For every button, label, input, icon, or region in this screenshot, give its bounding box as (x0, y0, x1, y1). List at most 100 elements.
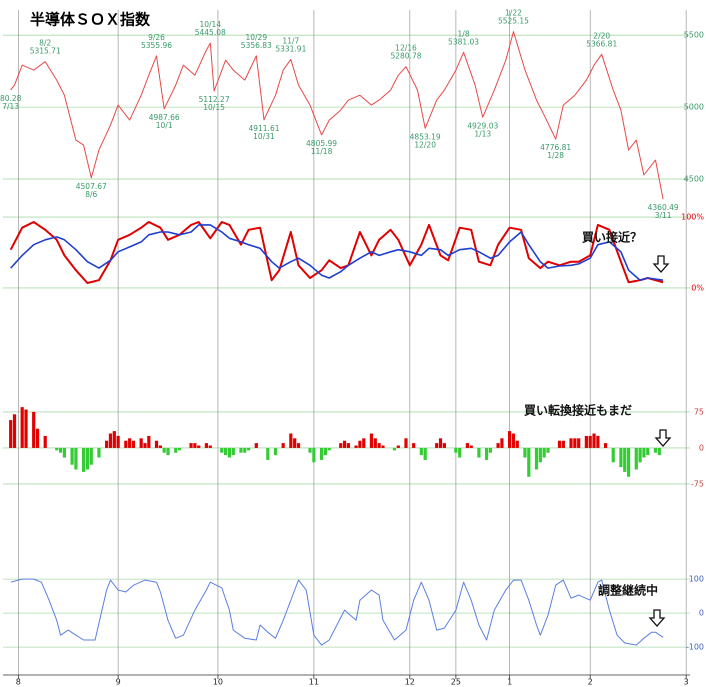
arrow (652, 255, 670, 273)
bar (484, 447, 489, 460)
line-series (10, 31, 664, 200)
y-tick-label: 100% (681, 213, 704, 222)
y-tick-label: 75 (694, 407, 704, 416)
arrow (648, 609, 666, 627)
bar (293, 438, 297, 448)
bar (124, 440, 128, 448)
bar (442, 443, 446, 448)
x-tick-label: 11 (309, 678, 319, 687)
annotation-date: 3/11 (655, 211, 672, 220)
bar (603, 443, 608, 448)
bar (43, 435, 47, 448)
annotation-date: 12/20 (414, 140, 436, 149)
bar (166, 447, 170, 456)
annotation-value: 5356.83 (241, 41, 272, 50)
annotation-date: 11/18 (311, 147, 333, 156)
bar (419, 447, 423, 456)
x-tick-label: 9 (116, 678, 121, 687)
bar (377, 443, 381, 448)
bar (373, 438, 377, 448)
annotation-date: 10/1 (156, 121, 173, 130)
marks-layer (9, 31, 664, 646)
annotation-date: 12/16 (395, 44, 417, 53)
bar (296, 443, 301, 448)
bar (469, 445, 473, 448)
bar (369, 433, 374, 448)
bar (538, 447, 542, 463)
bar (35, 428, 40, 448)
bar (423, 447, 427, 460)
bar (381, 445, 385, 448)
bar (646, 447, 650, 456)
bar (147, 435, 151, 448)
bar (20, 407, 24, 448)
annotation-value: 4805.99 (306, 139, 337, 148)
bar (523, 447, 527, 458)
bar (97, 447, 101, 458)
bar (193, 443, 197, 448)
x-tick-label: 8 (16, 678, 21, 687)
bar (500, 438, 504, 448)
bar (412, 443, 416, 448)
y-tick-label: 5500 (684, 31, 704, 40)
bar (488, 447, 493, 453)
bar (561, 440, 565, 448)
line-series (9, 221, 664, 284)
bar (273, 447, 278, 456)
bar (458, 447, 462, 458)
bar (204, 443, 209, 448)
annotation-value: 5381.03 (448, 37, 479, 46)
bar (266, 447, 270, 460)
bar (542, 447, 546, 458)
bar (131, 440, 136, 448)
bar (465, 443, 469, 448)
bar (327, 447, 331, 451)
bar (197, 445, 201, 448)
annotation-value: 5112.27 (199, 95, 230, 104)
annotation-date: 10/15 (203, 103, 225, 112)
arrow (654, 429, 672, 447)
bar (496, 443, 500, 448)
bar (362, 438, 366, 448)
bar (227, 447, 232, 458)
bar (454, 447, 458, 453)
annotation-value: 5331.91 (275, 44, 306, 53)
bar (254, 443, 258, 448)
y-tick-label: -75 (691, 479, 704, 488)
bar (281, 443, 285, 448)
bar (546, 447, 550, 453)
bar (534, 447, 539, 470)
bar (143, 443, 147, 448)
annotation-date: 8/2 (39, 39, 51, 48)
annotation: 買い接近？ (582, 230, 642, 245)
y-tick-label: 100 (689, 575, 704, 584)
bar (477, 447, 481, 458)
bar (74, 447, 78, 470)
annotation-date: 10/31 (253, 132, 275, 141)
bar (319, 447, 324, 460)
bar (634, 447, 638, 470)
bar (116, 435, 120, 448)
annotation-date: 1/8 (458, 29, 470, 38)
bar (308, 447, 312, 453)
bar (638, 447, 642, 463)
annotation-date: 7/13 (2, 102, 19, 111)
annotation-date: 9/26 (148, 33, 165, 42)
annotation-value: 4929.03 (467, 121, 498, 130)
bar (588, 435, 592, 448)
bar (55, 447, 59, 451)
annotation-value: 4507.67 (76, 182, 107, 191)
bar (289, 433, 293, 448)
annotation-value: 4853.19 (410, 132, 441, 141)
bar (653, 447, 658, 453)
annotation-date: 1/28 (547, 151, 564, 160)
bar (220, 447, 224, 453)
bar (224, 447, 228, 456)
bar (81, 447, 86, 472)
bar (9, 420, 13, 448)
bar (642, 447, 646, 458)
bar (623, 447, 627, 472)
x-tick-label: 2 (588, 678, 593, 687)
bar (515, 440, 519, 448)
